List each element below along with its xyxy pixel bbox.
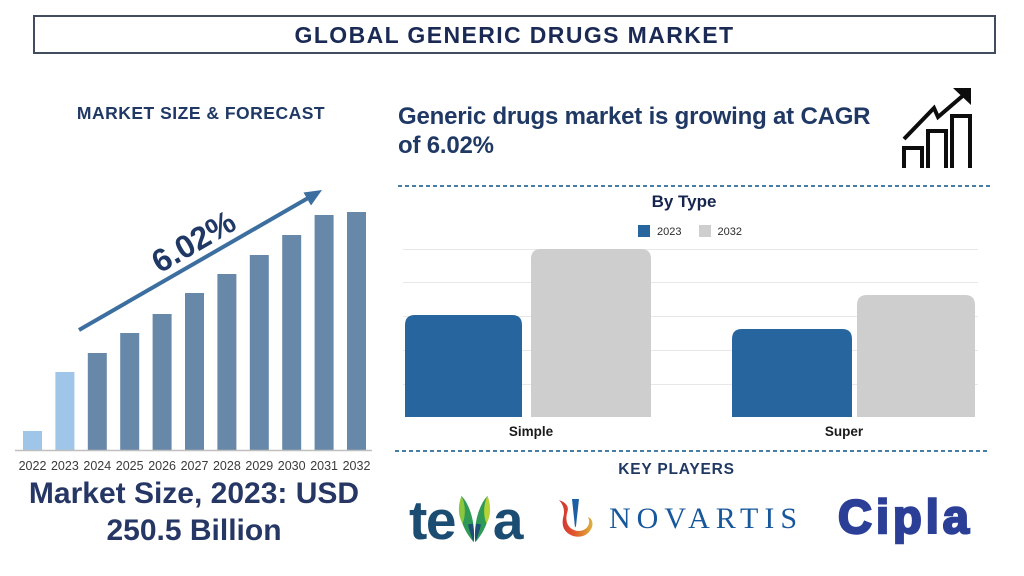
svg-text:2029: 2029 <box>245 459 273 473</box>
svg-text:2025: 2025 <box>116 459 144 473</box>
svg-text:2031: 2031 <box>310 459 338 473</box>
svg-text:2028: 2028 <box>213 459 241 473</box>
svg-text:2032: 2032 <box>343 459 371 473</box>
svg-text:2027: 2027 <box>181 459 209 473</box>
svg-text:2022: 2022 <box>19 459 47 473</box>
svg-text:2030: 2030 <box>278 459 306 473</box>
svg-text:2024: 2024 <box>83 459 111 473</box>
svg-text:2026: 2026 <box>148 459 176 473</box>
svg-text:2023: 2023 <box>51 459 79 473</box>
svg-text:6.02%: 6.02% <box>145 203 242 280</box>
